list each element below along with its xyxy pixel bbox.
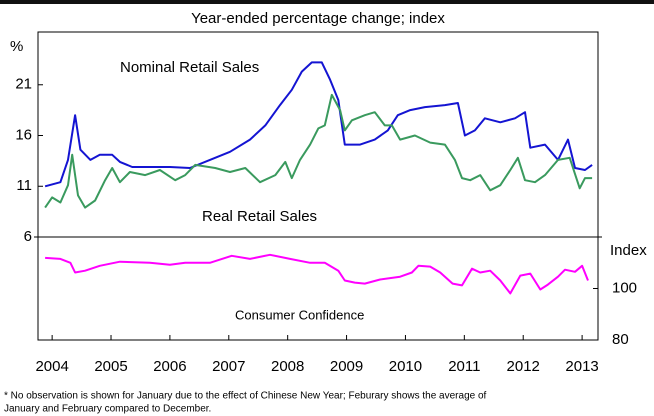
x-tick-label: 2011 [448, 358, 480, 375]
series-line [45, 253, 589, 295]
x-tick-label: 2004 [35, 358, 68, 375]
x-tick-label: 2006 [153, 358, 186, 375]
footnote: * No observation is shown for January du… [4, 391, 487, 402]
y-tick-label: 21 [15, 76, 32, 93]
y2-axis-label: Index [610, 242, 647, 259]
x-tick-label: 2013 [565, 358, 598, 375]
x-tick-label: 2012 [507, 358, 540, 375]
series-line [44, 61, 593, 188]
x-tick-label: 2005 [94, 358, 127, 375]
x-tick-label: 2007 [212, 358, 245, 375]
series-label: Nominal Retail Sales [120, 59, 259, 76]
plot-frame [37, 31, 599, 341]
x-tick-label: 2009 [330, 358, 363, 375]
footnote: January and February compared to Decembe… [4, 404, 211, 415]
y-tick-label: 11 [16, 177, 32, 194]
series-label: Real Retail Sales [202, 208, 317, 225]
top-bar [0, 0, 654, 4]
x-tick-label: 2008 [271, 358, 304, 375]
y-tick-label: 16 [15, 126, 32, 143]
series-label: Consumer Confidence [235, 307, 364, 322]
y-tick-label: 6 [24, 228, 32, 245]
y-axis-label: % [10, 38, 23, 55]
y2-tick-label: 100 [612, 279, 637, 296]
series-line [44, 93, 593, 209]
x-tick-label: 2010 [389, 358, 422, 375]
chart-title: Year-ended percentage change; index [191, 10, 445, 27]
y2-tick-label: 80 [612, 331, 629, 348]
